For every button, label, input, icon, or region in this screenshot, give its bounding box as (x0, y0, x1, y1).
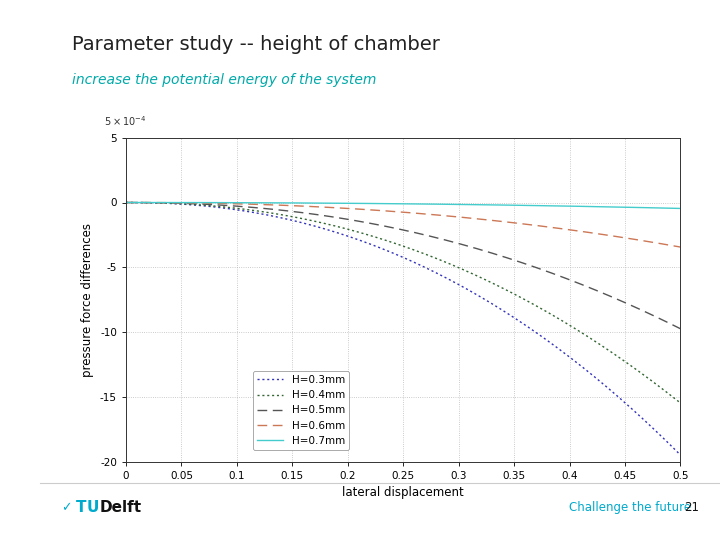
H=0.3mm (449, 278, 457, 285)
H=0.7mm (449, 201, 457, 207)
H=0.7mm (122, 199, 130, 206)
Text: T: T (76, 500, 86, 515)
H=0.5mm (122, 199, 130, 206)
Line: H=0.4mm: H=0.4mm (126, 202, 680, 403)
H=0.3mm (220, 205, 228, 211)
H=0.7mm (264, 200, 273, 206)
H=0.6mm (122, 199, 130, 206)
H=0.7mm (539, 202, 548, 209)
X-axis label: lateral displacement: lateral displacement (342, 487, 464, 500)
H=0.3mm (264, 212, 273, 219)
Text: U: U (86, 500, 99, 515)
H=0.4mm (372, 234, 381, 241)
H=0.7mm (676, 205, 685, 212)
H=0.3mm (372, 244, 381, 250)
H=0.3mm (676, 451, 685, 458)
H=0.4mm (449, 262, 457, 268)
Text: Delft: Delft (99, 500, 142, 515)
Legend: H=0.3mm, H=0.4mm, H=0.5mm, H=0.6mm, H=0.7mm: H=0.3mm, H=0.4mm, H=0.5mm, H=0.6mm, H=0.… (253, 371, 349, 450)
Text: Parameter study -- height of chamber: Parameter study -- height of chamber (72, 35, 440, 54)
H=0.4mm (264, 210, 273, 216)
H=0.3mm (492, 303, 500, 309)
H=0.4mm (122, 199, 130, 206)
H=0.7mm (492, 202, 500, 208)
H=0.5mm (539, 267, 548, 273)
H=0.5mm (492, 251, 500, 258)
Y-axis label: pressure force differences: pressure force differences (81, 222, 94, 377)
H=0.3mm (122, 199, 130, 206)
Line: H=0.6mm: H=0.6mm (126, 202, 680, 247)
H=0.5mm (264, 206, 273, 212)
H=0.4mm (676, 400, 685, 406)
H=0.6mm (539, 223, 548, 230)
H=0.6mm (492, 218, 500, 224)
Line: H=0.7mm: H=0.7mm (126, 202, 680, 208)
H=0.7mm (220, 199, 228, 206)
H=0.6mm (220, 200, 228, 207)
H=0.7mm (372, 200, 381, 207)
H=0.3mm (539, 334, 548, 341)
Line: H=0.5mm: H=0.5mm (126, 202, 680, 329)
Text: Challenge the future: Challenge the future (569, 501, 691, 514)
H=0.4mm (492, 282, 500, 288)
H=0.6mm (264, 201, 273, 208)
H=0.5mm (372, 221, 381, 228)
Text: $5\times10^{-4}$: $5\times10^{-4}$ (104, 114, 146, 128)
H=0.4mm (539, 307, 548, 313)
Text: increase the potential energy of the system: increase the potential energy of the sys… (72, 73, 377, 87)
H=0.6mm (372, 207, 381, 213)
H=0.5mm (676, 326, 685, 332)
H=0.6mm (449, 213, 457, 220)
Text: 21: 21 (684, 501, 699, 514)
H=0.4mm (220, 204, 228, 210)
H=0.5mm (449, 239, 457, 245)
Line: H=0.3mm: H=0.3mm (126, 202, 680, 455)
H=0.6mm (676, 244, 685, 250)
Text: ✓: ✓ (61, 501, 72, 514)
H=0.5mm (220, 202, 228, 208)
